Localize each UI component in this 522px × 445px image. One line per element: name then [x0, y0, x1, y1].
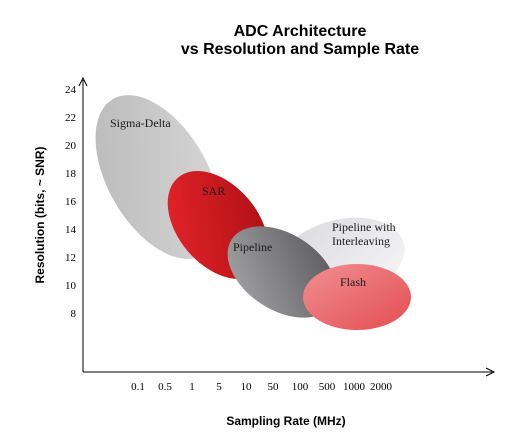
x-tick-label: 100	[292, 381, 309, 393]
y-tick-label: 24	[65, 84, 77, 96]
x-tick-labels: 0.1 0.5 1 5 10 50 100 500 1000 2000	[131, 381, 392, 393]
region-label-flash: Flash	[340, 275, 366, 289]
y-tick-label: 8	[71, 308, 77, 320]
y-tick-label: 20	[65, 140, 77, 152]
y-axis-title: Resolution (bits, ~ SNR)	[33, 146, 47, 283]
x-axis-arrow	[485, 367, 496, 377]
x-tick-label: 2000	[370, 381, 393, 393]
region-flash	[303, 264, 411, 330]
chart-title-line-2: vs Resolution and Sample Rate	[181, 41, 419, 58]
region-label-pipeline-interleaving: Pipeline with Interleaving	[332, 220, 399, 248]
y-tick-label: 16	[65, 196, 77, 208]
region-label-sar: SAR	[202, 184, 225, 198]
y-tick-label: 22	[65, 112, 76, 124]
region-label-pipeline: Pipeline	[233, 240, 272, 254]
regions	[95, 95, 411, 330]
x-tick-label: 500	[319, 381, 336, 393]
y-tick-label: 10	[65, 280, 77, 292]
x-tick-label: 50	[268, 381, 280, 393]
x-tick-label: 1000	[343, 381, 366, 393]
x-axis-title: Sampling Rate (MHz)	[226, 414, 345, 428]
region-label-sigma-delta: Sigma-Delta	[110, 116, 171, 130]
x-tick-label: 0.5	[158, 381, 172, 393]
x-tick-label: 0.1	[131, 381, 145, 393]
y-tick-labels: 24 22 20 18 16 14 12 10 8	[65, 84, 77, 320]
x-tick-label: 1	[189, 381, 195, 393]
x-tick-label: 5	[216, 381, 222, 393]
y-axis-arrow	[78, 76, 88, 87]
chart-title-line-1: ADC Architecture	[234, 23, 367, 40]
x-tick-label: 10	[241, 381, 253, 393]
y-tick-label: 18	[65, 168, 77, 180]
y-tick-label: 14	[65, 224, 77, 236]
y-tick-label: 12	[65, 252, 76, 264]
